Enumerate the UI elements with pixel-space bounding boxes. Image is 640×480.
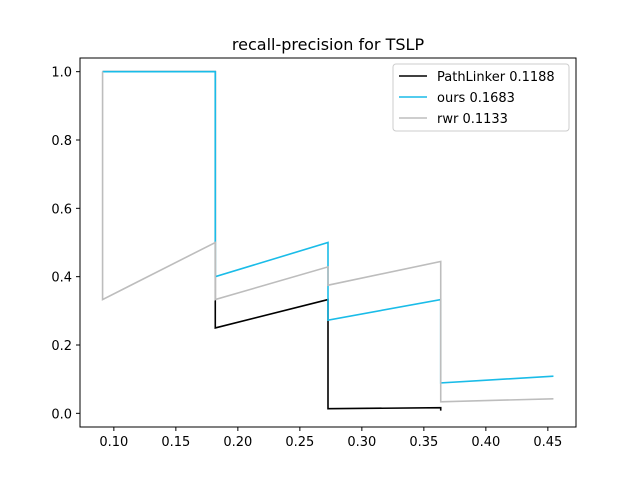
y-tick-label: 0.6 (51, 202, 72, 217)
x-tick-label: 0.10 (99, 435, 128, 450)
x-tick-label: 0.40 (471, 435, 500, 450)
y-tick-label: 0.0 (51, 407, 72, 422)
y-tick-label: 0.4 (51, 271, 72, 286)
y-tick-label: 0.2 (51, 339, 72, 354)
legend-label-2: rwr 0.1133 (437, 112, 508, 127)
x-tick-label: 0.45 (533, 435, 562, 450)
y-tick-label: 1.0 (51, 66, 72, 81)
chart-title: recall-precision for TSLP (232, 35, 425, 54)
axes-frame (79, 57, 577, 428)
y-tick-label: 0.8 (51, 134, 72, 149)
x-tick-label: 0.35 (409, 435, 438, 450)
series-line-2 (101, 71, 554, 403)
legend: PathLinker 0.1188 ours 0.1683 rwr 0.1133 (392, 63, 570, 132)
x-tick-label: 0.15 (161, 435, 190, 450)
x-axis: 0.10 0.15 0.20 0.25 0.30 0.35 0.40 0.45 (99, 427, 562, 450)
x-tick-label: 0.25 (285, 435, 314, 450)
x-tick-label: 0.30 (347, 435, 376, 450)
legend-label-0: PathLinker 0.1188 (437, 70, 555, 85)
legend-label-1: ours 0.1683 (437, 91, 515, 106)
series-layer (101, 70, 554, 411)
x-tick-label: 0.20 (223, 435, 252, 450)
legend-box (392, 63, 570, 132)
y-axis: 0.0 0.2 0.4 0.6 0.8 1.0 (51, 66, 80, 422)
